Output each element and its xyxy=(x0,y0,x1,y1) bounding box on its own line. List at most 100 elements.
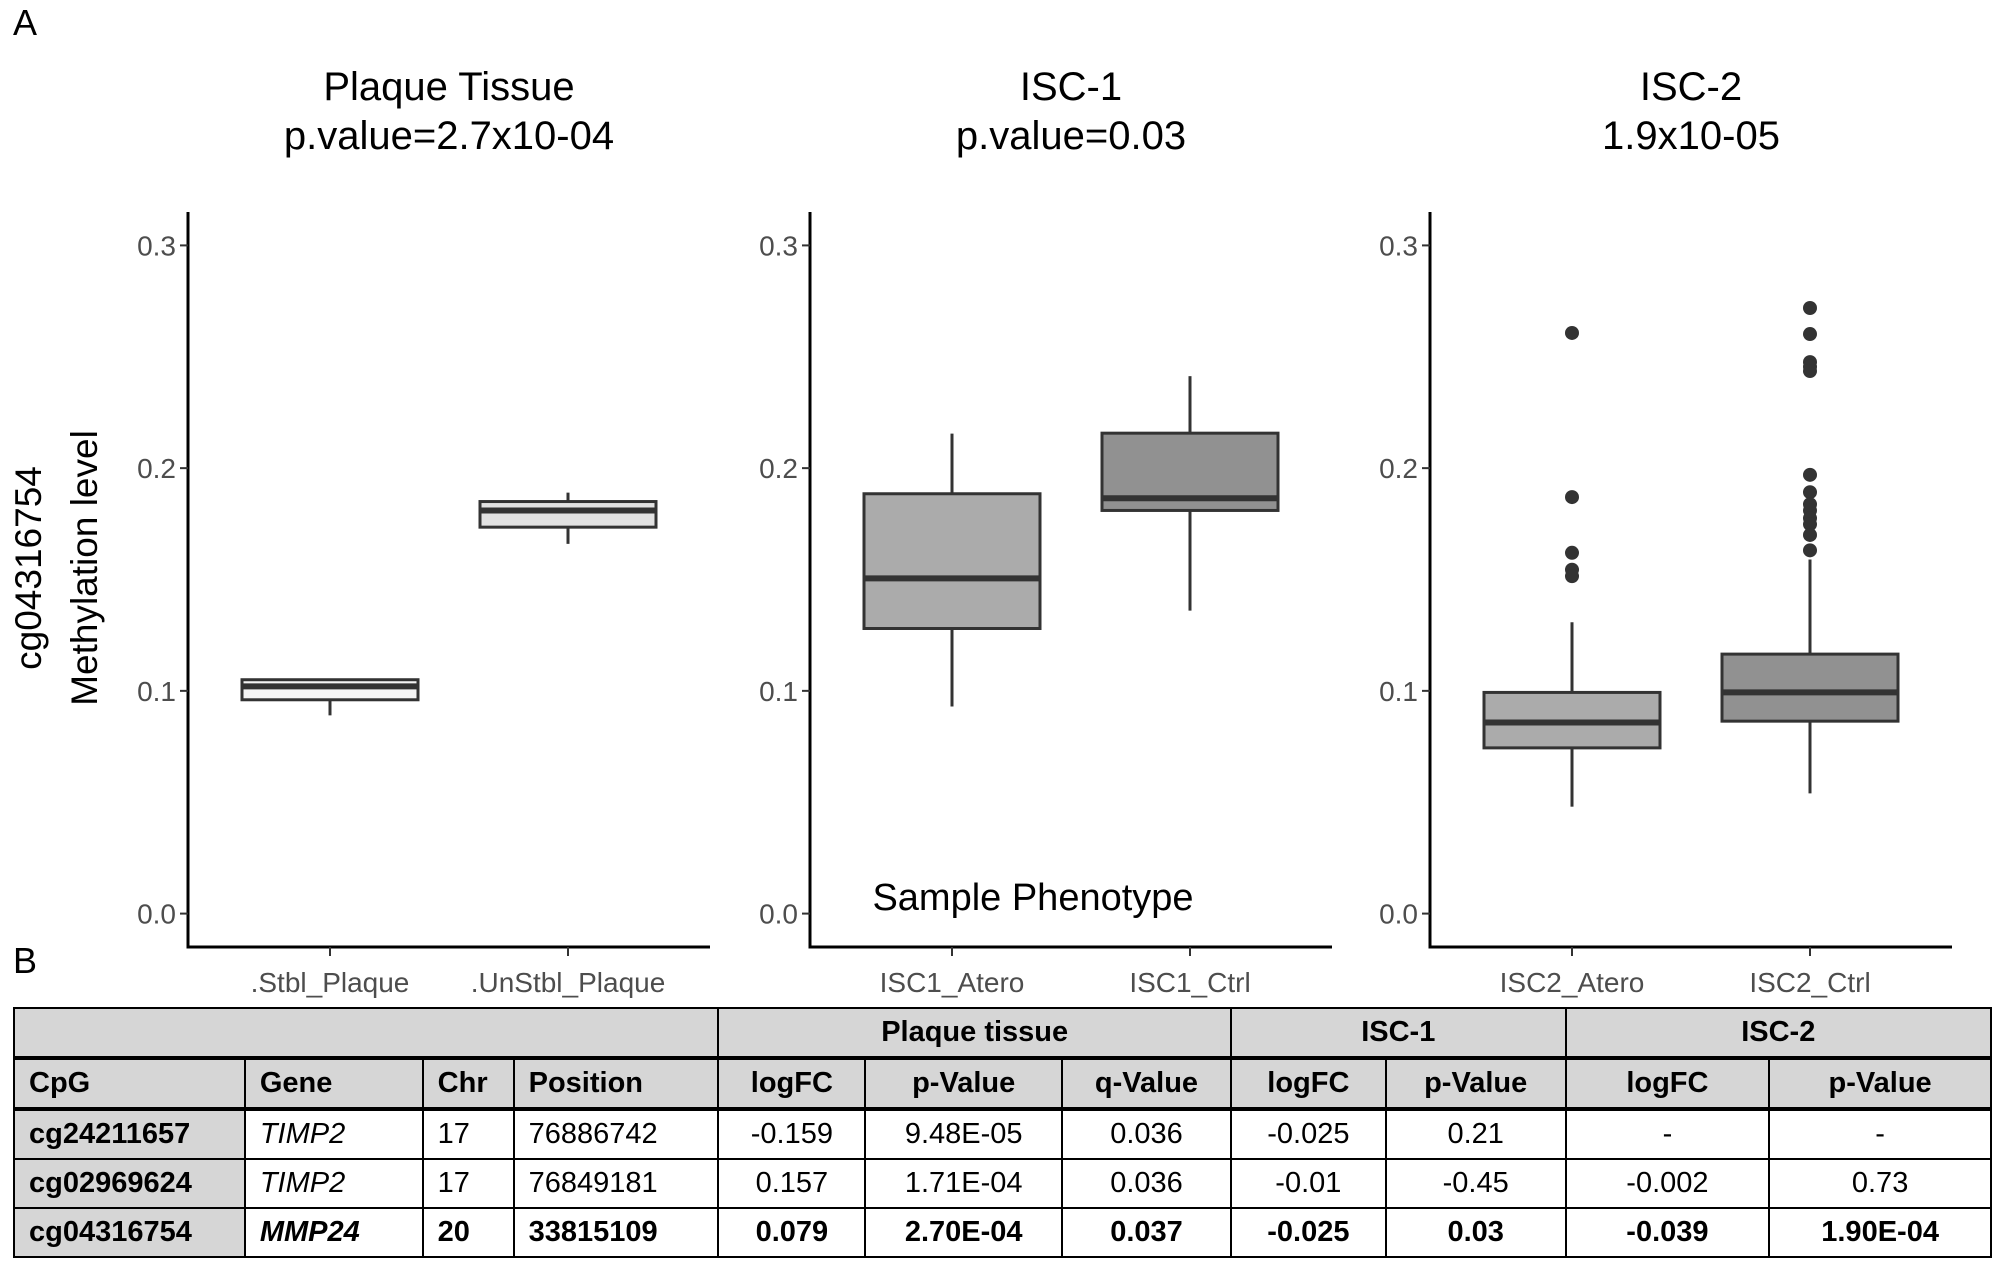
table-cell: 0.157 xyxy=(717,1158,867,1209)
chart-panel-3: ISC-2 1.9x10-05 0.0 0.1 0.2 0.3 ISC2_Atero ISC2… xyxy=(1379,65,1952,998)
outlier-point xyxy=(1803,485,1817,500)
chart-title-line: Plaque Tissue xyxy=(323,65,574,109)
chart-panel-2: ISC-1 p.value=0.03 0.0 0.1 0.2 0.3 ISC1_Atero I… xyxy=(759,65,1332,998)
table-cell: -0.025 xyxy=(1229,1207,1387,1258)
table-cell: TIMP2 xyxy=(243,1158,424,1209)
table-cell: cg02969624 xyxy=(13,1158,246,1209)
table-cell: 9.48E-05 xyxy=(864,1108,1064,1160)
table-cell: 1.71E-04 xyxy=(864,1158,1064,1209)
outlier-point xyxy=(1565,545,1579,560)
table-cell: 0.036 xyxy=(1061,1108,1232,1160)
results-table: Plaque tissue ISC-1 ISC-2 CpG Gene Chr Posi… xyxy=(12,1007,1993,1258)
table-cell: 0.036 xyxy=(1061,1158,1232,1209)
group-header-isc1: ISC-1 xyxy=(1229,1007,1567,1060)
y-tick-label: 0.1 xyxy=(1379,676,1418,707)
table-column-header-row: CpG Gene Chr Position logFC p-Value q-Value log… xyxy=(13,1057,1992,1111)
table-cell: - xyxy=(1768,1108,1992,1160)
group-header-blank xyxy=(12,1007,720,1060)
x-tick-label: ISC1_Ctrl xyxy=(1129,967,1250,998)
outlier-point xyxy=(1803,300,1817,315)
table-cell: 0.03 xyxy=(1384,1207,1567,1258)
column-header: Chr xyxy=(421,1057,515,1111)
group-header-isc2: ISC-2 xyxy=(1564,1007,1993,1060)
y-tick-label: 0.0 xyxy=(137,899,176,930)
outlier-point xyxy=(1565,490,1579,505)
panel-label-b: B xyxy=(13,940,38,981)
chart-title-line: ISC-1 xyxy=(1020,65,1122,109)
panel-label-a: A xyxy=(13,2,38,43)
outlier-point xyxy=(1565,325,1579,340)
column-header: logFC xyxy=(1229,1057,1387,1111)
table-cell: 76886742 xyxy=(512,1108,720,1160)
column-header: logFC xyxy=(1564,1057,1771,1111)
table-cell: - xyxy=(1564,1108,1771,1160)
outlier-point xyxy=(1803,517,1817,532)
table-cell: -0.039 xyxy=(1564,1207,1771,1258)
column-header: CpG xyxy=(13,1057,246,1111)
y-axis-label-line2: Methylation level xyxy=(64,430,105,706)
column-header: Position xyxy=(512,1057,720,1111)
y-tick-label: 0.3 xyxy=(1379,230,1418,261)
table-group-header-row: Plaque tissue ISC-1 ISC-2 xyxy=(12,1007,1993,1060)
table-cell: MMP24 xyxy=(243,1207,424,1258)
box xyxy=(1720,652,1900,723)
table-row: cg24211657 TIMP2 17 76886742 -0.159 9.48E-05 0… xyxy=(13,1108,1992,1160)
table-cell: 20 xyxy=(421,1207,515,1258)
outlier-point xyxy=(1803,364,1817,379)
y-tick-label: 0.3 xyxy=(137,230,176,261)
table-cell: 0.037 xyxy=(1061,1207,1232,1258)
table-cell: -0.45 xyxy=(1384,1158,1567,1209)
table-cell: -0.01 xyxy=(1229,1158,1387,1209)
y-tick-label: 0.2 xyxy=(1379,453,1418,484)
column-header: Gene xyxy=(243,1057,424,1111)
column-header: logFC xyxy=(717,1057,867,1111)
table-cell: TIMP2 xyxy=(243,1108,424,1160)
table-cell: -0.002 xyxy=(1564,1158,1771,1209)
table-cell: -0.159 xyxy=(717,1108,867,1160)
column-header: p-Value xyxy=(1384,1057,1567,1111)
table-cell: cg04316754 xyxy=(13,1207,246,1258)
outlier-point xyxy=(1803,327,1817,342)
table-cell: 1.90E-04 xyxy=(1768,1207,1992,1258)
chart-panel-1: Plaque Tissue p.value=2.7x10-04 0.0 0.1 0.2 0… xyxy=(137,65,710,998)
y-tick-label: 0.1 xyxy=(137,676,176,707)
table-cell: 0.73 xyxy=(1768,1158,1992,1209)
table-cell: 17 xyxy=(421,1158,515,1209)
table-cell: 0.21 xyxy=(1384,1108,1567,1160)
table-row: cg02969624 TIMP2 17 76849181 0.157 1.71E-04 0.… xyxy=(13,1158,1992,1209)
y-tick-label: 0.2 xyxy=(137,453,176,484)
table-cell: -0.025 xyxy=(1229,1108,1387,1160)
table-cell: 17 xyxy=(421,1108,515,1160)
table-row: cg04316754 MMP24 20 33815109 0.079 2.70E-04 0.… xyxy=(13,1207,1992,1258)
chart-title-line: p.value=2.7x10-04 xyxy=(284,114,614,158)
table-cell: 0.079 xyxy=(717,1207,867,1258)
x-tick-label: ISC2_Ctrl xyxy=(1749,967,1870,998)
y-axis-label-line1: cg04316754 xyxy=(8,466,49,670)
column-header: p-Value xyxy=(1768,1057,1992,1111)
table-cell: 2.70E-04 xyxy=(864,1207,1064,1258)
x-tick-label: ISC1_Atero xyxy=(880,967,1025,998)
y-tick-label: 0.0 xyxy=(1379,899,1418,930)
outlier-point xyxy=(1803,467,1817,482)
y-tick-label: 0.1 xyxy=(759,676,798,707)
chart-title-line: 1.9x10-05 xyxy=(1602,114,1780,158)
y-tick-label: 0.2 xyxy=(759,453,798,484)
x-axis-label: Sample Phenotype xyxy=(872,877,1193,919)
box xyxy=(240,678,420,702)
x-tick-label: .Stbl_Plaque xyxy=(251,967,410,998)
table-cell: cg24211657 xyxy=(13,1108,246,1160)
outlier-point xyxy=(1803,543,1817,558)
y-tick-label: 0.3 xyxy=(759,230,798,261)
x-tick-label: .UnStbl_Plaque xyxy=(471,967,666,998)
y-tick-label: 0.0 xyxy=(759,899,798,930)
outlier-point xyxy=(1803,527,1817,542)
chart-title-line: p.value=0.03 xyxy=(956,114,1186,158)
box xyxy=(478,500,658,529)
table-cell: 76849181 xyxy=(512,1158,720,1209)
column-header: q-Value xyxy=(1061,1057,1232,1111)
boxplot-figure: Sample Phenotype cg04316754 Methylation … xyxy=(8,65,1952,998)
box xyxy=(862,492,1042,630)
outlier-point xyxy=(1565,569,1579,584)
group-header-plaque: Plaque tissue xyxy=(717,1007,1232,1060)
chart-title-line: ISC-2 xyxy=(1640,65,1742,109)
